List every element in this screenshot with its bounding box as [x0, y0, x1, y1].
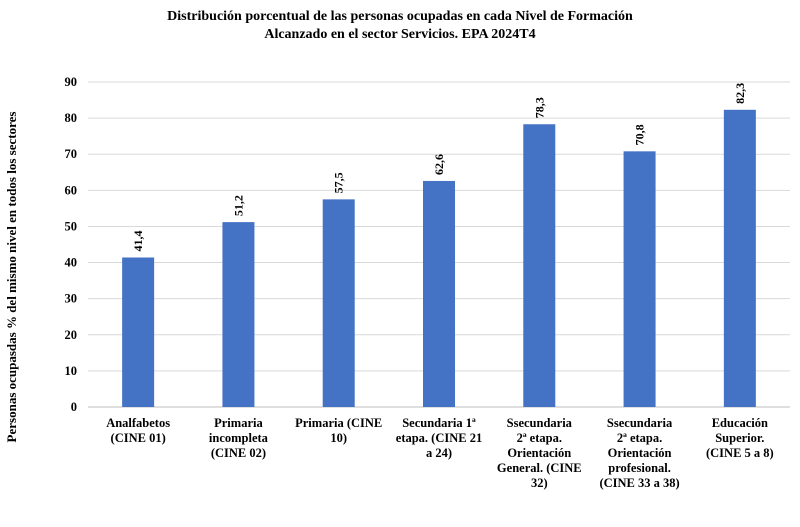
x-tick-label-line: incompleta	[208, 431, 268, 445]
y-tick-label: 10	[65, 364, 78, 378]
x-tick-label-line: 10)	[330, 431, 348, 445]
x-tick-label-line: Educación	[711, 416, 768, 430]
data-label: 62,6	[432, 154, 446, 175]
x-tick-label-line: Orientación	[607, 446, 672, 460]
y-tick-label: 30	[65, 292, 78, 306]
data-label: 51,2	[231, 195, 245, 216]
x-tick-label-line: Orientación	[507, 446, 572, 460]
x-tick-label: Ssecundaria 2ª etapa. Orientación profesion…	[585, 416, 695, 491]
x-tick-label: Primaria (CINE 10)	[284, 416, 394, 446]
bar	[623, 151, 656, 407]
chart-title: Distribución porcentual de las personas …	[100, 8, 700, 44]
y-tick-label: 0	[71, 400, 77, 414]
y-tick-label: 90	[65, 75, 78, 89]
x-tick-label-line: Secundaria 1ª	[402, 416, 476, 430]
y-tick-label: 40	[65, 256, 78, 270]
chart-title-line-1: Distribución porcentual de las personas …	[167, 9, 633, 24]
x-tick-label-line: (CINE 5 a 8)	[705, 446, 774, 460]
x-tick-label-line: Primaria (CINE	[295, 416, 383, 430]
x-tick-label-line: Superior.	[715, 431, 765, 445]
data-label: 41,4	[131, 231, 145, 252]
x-tick-label-line: a 24)	[425, 446, 453, 460]
x-tick-label-line: 32)	[530, 476, 548, 490]
data-label: 82,3	[733, 83, 747, 104]
bar	[723, 109, 756, 408]
y-tick-label: 20	[65, 328, 78, 342]
bar	[523, 124, 556, 407]
bar	[423, 180, 455, 407]
data-label: 70,8	[633, 124, 647, 145]
x-tick-label-line: etapa. (CINE 21	[395, 431, 483, 445]
x-tick-label: Secundaria 1ª etapa. (CINE 21 a 24)	[384, 416, 494, 461]
x-tick-label-line: General. (CINE	[496, 461, 582, 475]
x-tick-label-line: (CINE 01)	[110, 431, 166, 445]
bar	[122, 257, 155, 407]
y-tick-label: 80	[65, 111, 78, 125]
x-tick-label: Ssecundaria 2ª etapa. Orientación General. …	[484, 416, 594, 491]
data-label: 78,3	[532, 97, 546, 118]
x-tick-label-line: (CINE 33 a 38)	[599, 476, 680, 490]
x-tick-label-line: 2ª etapa.	[516, 431, 562, 445]
bar	[222, 222, 255, 407]
x-tick-label: Primaria incompleta (CINE 02)	[183, 416, 293, 461]
y-tick-label: 70	[65, 147, 78, 161]
y-tick-label: 60	[65, 183, 78, 197]
chart-title-line-2: Alcanzado en el sector Servicios. EPA 20…	[264, 27, 536, 42]
x-tick-label-line: 2ª etapa.	[616, 431, 663, 445]
x-tick-label: Analfabetos (CINE 01)	[83, 416, 193, 446]
bar	[322, 199, 355, 407]
x-tick-label-line: profesional.	[608, 461, 671, 475]
x-tick-label-line: Ssecundaria	[606, 416, 673, 430]
y-tick-label: 50	[65, 219, 78, 233]
x-tick-label-line: Ssecundaria	[506, 416, 572, 430]
x-tick-label-line: (CINE 02)	[210, 446, 267, 460]
data-label: 57,5	[332, 172, 346, 193]
x-tick-label-line: Analfabetos	[106, 416, 171, 430]
x-tick-label-line: Primaria	[214, 416, 263, 430]
x-tick-label: Educación Superior. (CINE 5 a 8)	[685, 416, 795, 461]
